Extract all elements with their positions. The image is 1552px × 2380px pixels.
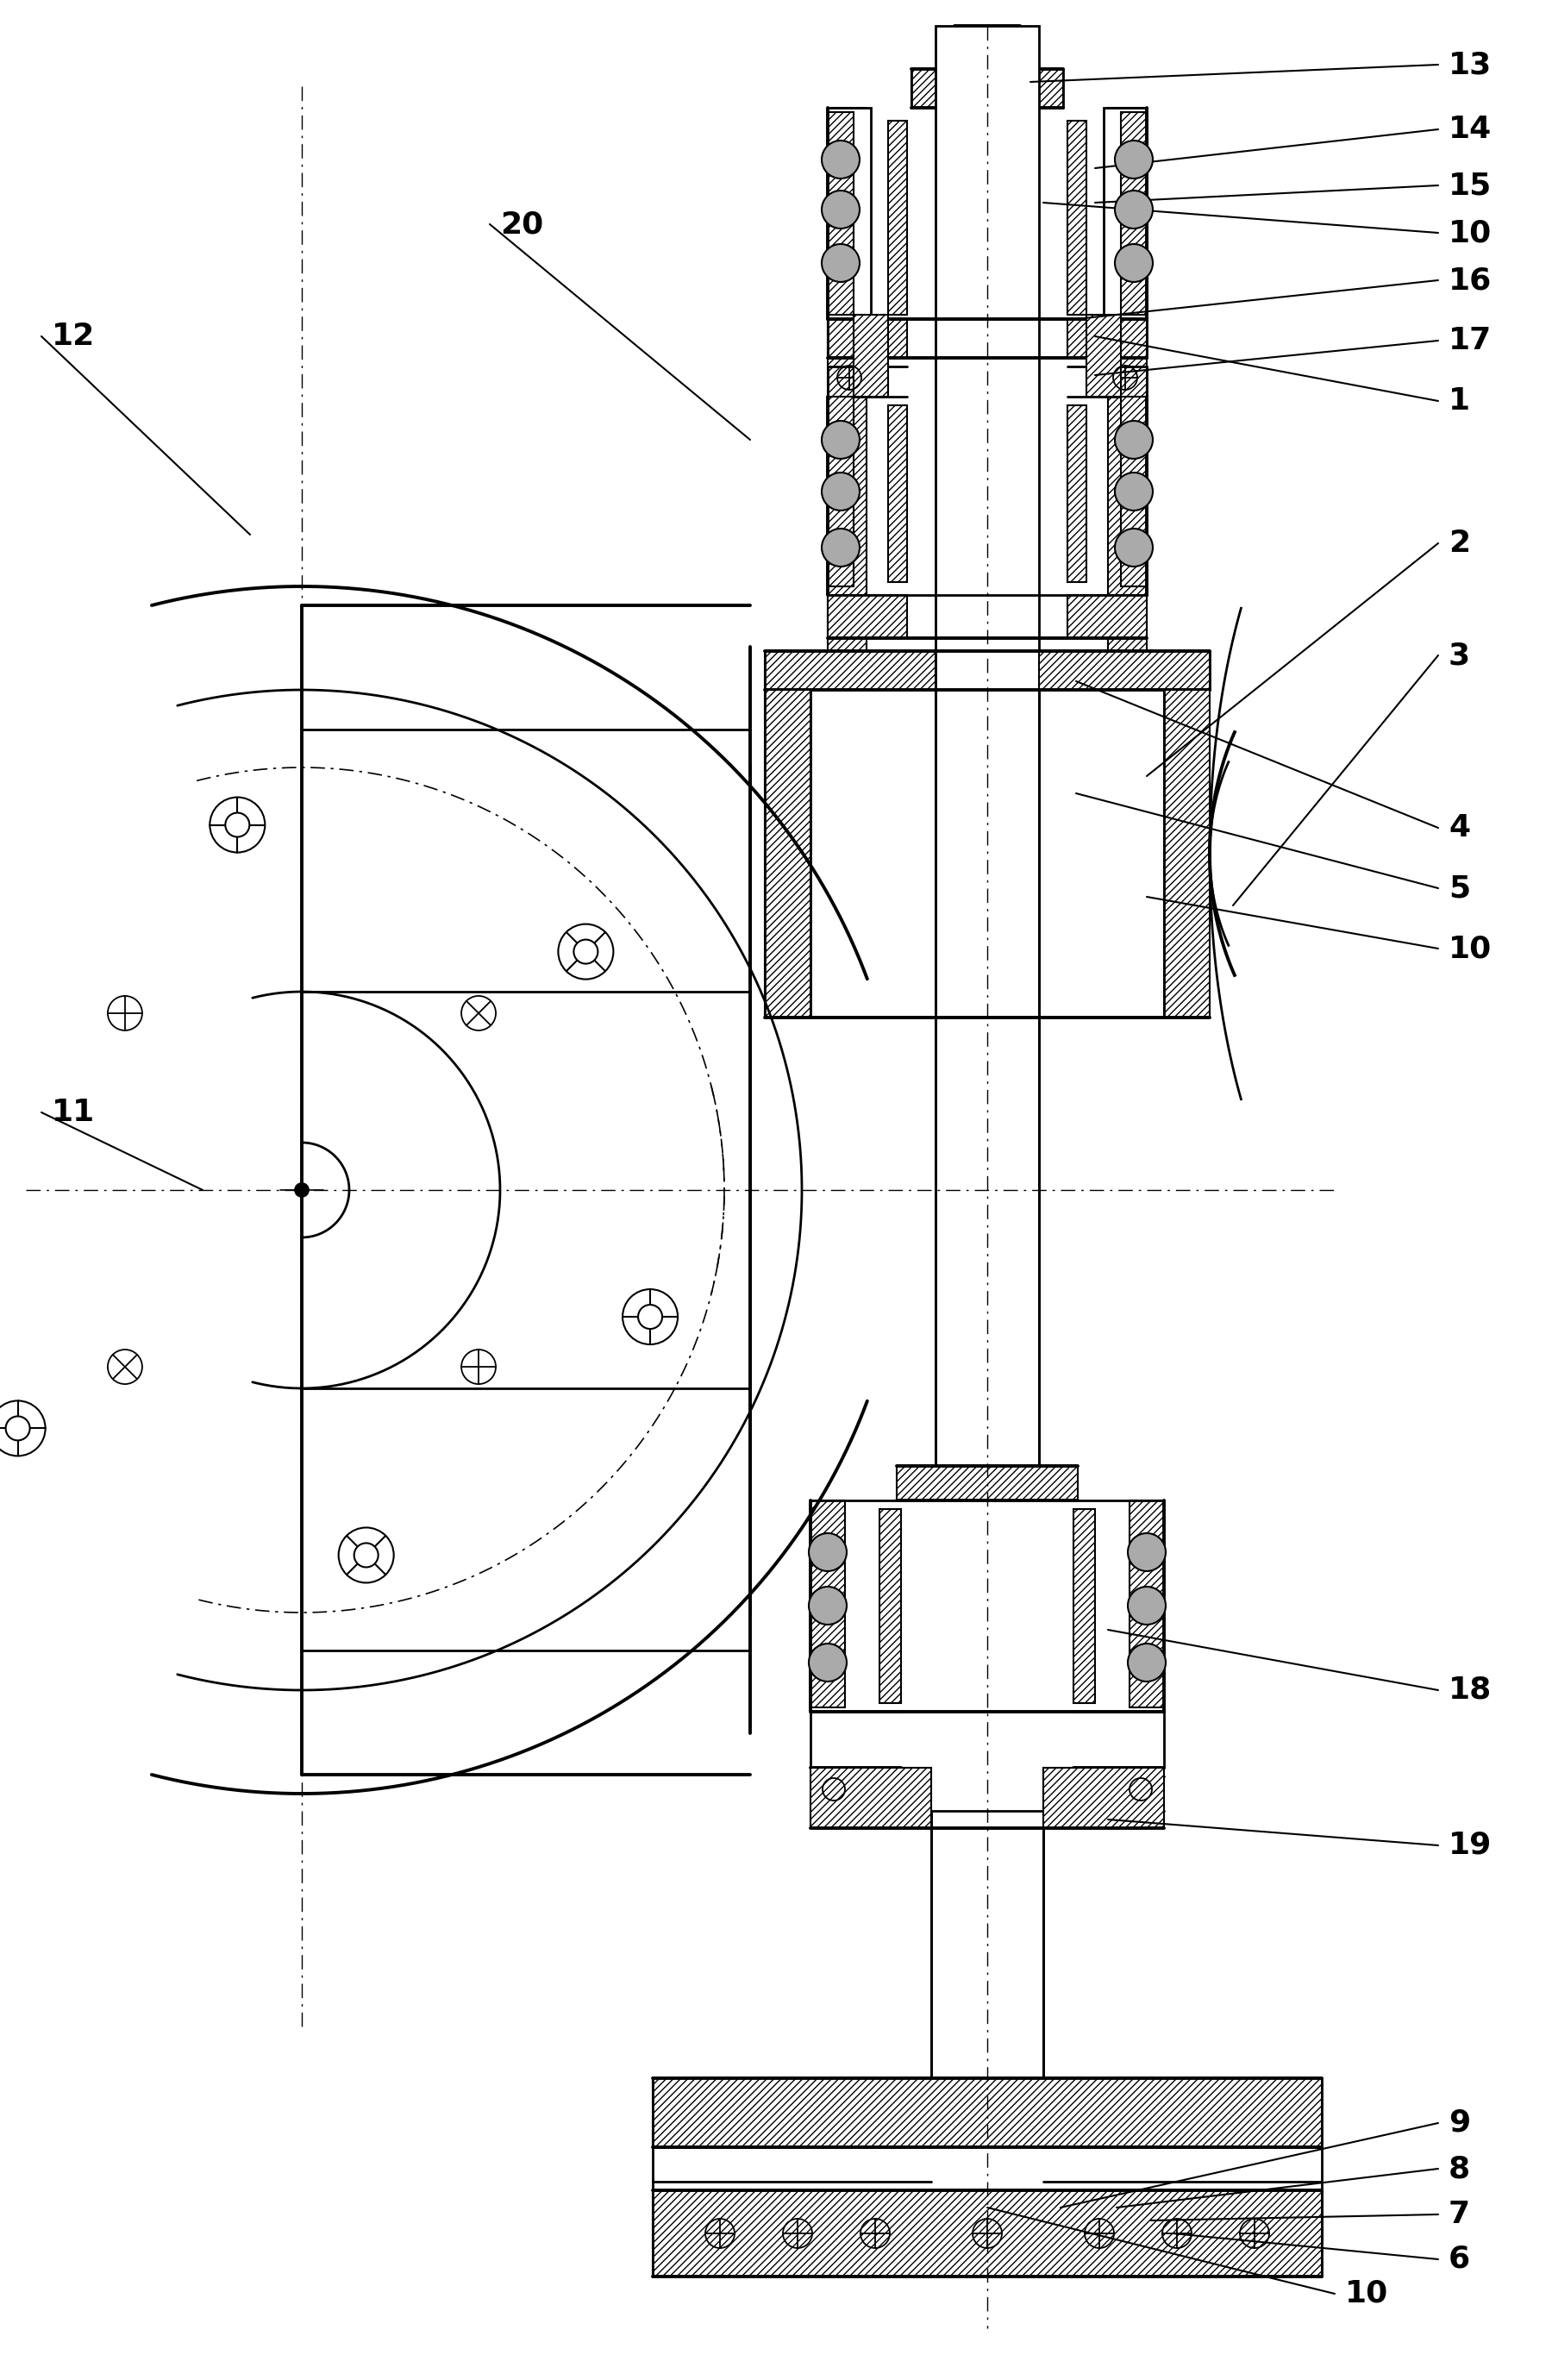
Text: 16: 16 bbox=[1448, 267, 1491, 295]
Text: 13: 13 bbox=[1448, 50, 1491, 79]
Polygon shape bbox=[1038, 652, 1209, 690]
Circle shape bbox=[809, 1587, 847, 1626]
Circle shape bbox=[809, 1645, 847, 1683]
Circle shape bbox=[821, 528, 860, 566]
Text: 12: 12 bbox=[51, 321, 95, 350]
Polygon shape bbox=[827, 595, 906, 638]
Text: 17: 17 bbox=[1448, 326, 1491, 355]
Text: 10: 10 bbox=[1448, 219, 1491, 248]
Circle shape bbox=[1114, 421, 1153, 459]
Polygon shape bbox=[888, 121, 906, 314]
Text: 10: 10 bbox=[1448, 933, 1491, 964]
Polygon shape bbox=[810, 1768, 931, 1828]
Circle shape bbox=[1128, 1645, 1166, 1683]
Text: 7: 7 bbox=[1448, 2199, 1470, 2230]
Polygon shape bbox=[827, 107, 866, 654]
Text: 18: 18 bbox=[1448, 1676, 1491, 1704]
Circle shape bbox=[1114, 190, 1153, 228]
Polygon shape bbox=[854, 314, 888, 397]
Polygon shape bbox=[810, 1499, 844, 1706]
Circle shape bbox=[574, 940, 598, 964]
Polygon shape bbox=[1164, 690, 1209, 1019]
Polygon shape bbox=[827, 319, 906, 357]
Circle shape bbox=[1114, 245, 1153, 281]
Polygon shape bbox=[897, 1466, 1077, 1499]
Polygon shape bbox=[1108, 107, 1147, 654]
Polygon shape bbox=[1068, 595, 1147, 638]
Text: 8: 8 bbox=[1448, 2154, 1470, 2182]
Circle shape bbox=[1114, 140, 1153, 178]
Text: 9: 9 bbox=[1448, 2109, 1470, 2137]
Text: 19: 19 bbox=[1448, 1830, 1491, 1861]
Text: 4: 4 bbox=[1448, 814, 1470, 843]
Polygon shape bbox=[827, 397, 854, 585]
Polygon shape bbox=[1130, 1499, 1164, 1706]
Polygon shape bbox=[1068, 121, 1086, 314]
Text: 1: 1 bbox=[1448, 386, 1470, 416]
Circle shape bbox=[6, 1416, 29, 1440]
Circle shape bbox=[1128, 1587, 1166, 1626]
Circle shape bbox=[809, 1533, 847, 1571]
Circle shape bbox=[354, 1542, 379, 1568]
Text: 5: 5 bbox=[1448, 873, 1470, 902]
Polygon shape bbox=[954, 26, 1020, 69]
Polygon shape bbox=[765, 690, 810, 1019]
Circle shape bbox=[638, 1304, 663, 1328]
Circle shape bbox=[1114, 528, 1153, 566]
Circle shape bbox=[821, 245, 860, 281]
Polygon shape bbox=[765, 652, 936, 690]
Polygon shape bbox=[653, 2190, 1322, 2278]
Polygon shape bbox=[954, 26, 1020, 57]
Polygon shape bbox=[827, 112, 854, 314]
Polygon shape bbox=[827, 107, 871, 319]
Polygon shape bbox=[1121, 112, 1147, 314]
Circle shape bbox=[295, 1183, 309, 1197]
Polygon shape bbox=[936, 26, 1038, 1466]
Polygon shape bbox=[1074, 1509, 1096, 1704]
Circle shape bbox=[821, 474, 860, 509]
Text: 11: 11 bbox=[51, 1097, 95, 1128]
Text: 10: 10 bbox=[1346, 2280, 1389, 2309]
Polygon shape bbox=[1103, 107, 1147, 319]
Polygon shape bbox=[931, 1811, 1043, 2078]
Polygon shape bbox=[1068, 405, 1086, 583]
Polygon shape bbox=[1121, 397, 1147, 585]
Text: 20: 20 bbox=[500, 209, 543, 238]
Text: 2: 2 bbox=[1448, 528, 1470, 557]
Text: 14: 14 bbox=[1448, 114, 1491, 145]
Circle shape bbox=[821, 421, 860, 459]
Polygon shape bbox=[1043, 1768, 1164, 1828]
Polygon shape bbox=[888, 405, 906, 583]
Polygon shape bbox=[880, 1509, 902, 1704]
Text: 3: 3 bbox=[1448, 640, 1470, 671]
Text: 6: 6 bbox=[1448, 2244, 1470, 2273]
Text: 15: 15 bbox=[1448, 171, 1491, 200]
Circle shape bbox=[1114, 474, 1153, 509]
Circle shape bbox=[225, 812, 250, 838]
Polygon shape bbox=[1068, 319, 1147, 357]
Circle shape bbox=[821, 190, 860, 228]
Circle shape bbox=[821, 140, 860, 178]
Polygon shape bbox=[1086, 314, 1121, 397]
Circle shape bbox=[1128, 1533, 1166, 1571]
Polygon shape bbox=[653, 2078, 1322, 2147]
Polygon shape bbox=[911, 69, 1063, 107]
